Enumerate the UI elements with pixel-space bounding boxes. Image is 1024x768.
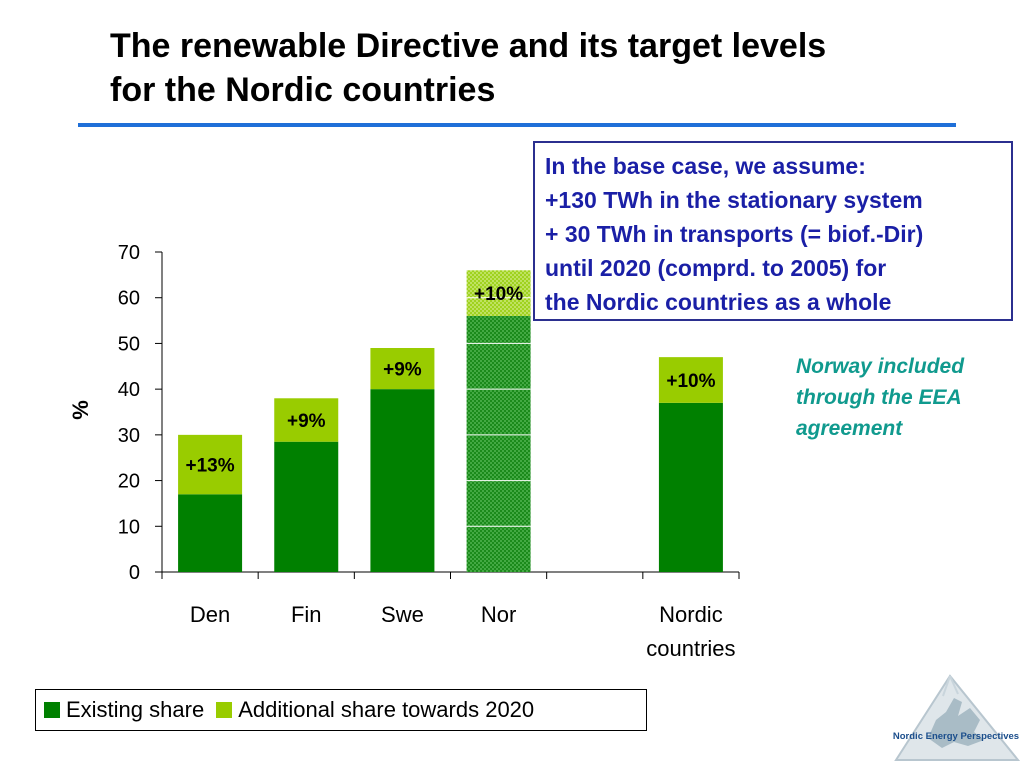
bar-additional <box>658 357 723 403</box>
y-tick-label: 50 <box>118 333 140 355</box>
data-label: +13% <box>186 456 235 477</box>
bar-additional <box>370 348 435 390</box>
note-line: through the EEA <box>796 386 962 409</box>
y-tick-label: 60 <box>118 288 140 310</box>
legend-swatch-additional <box>216 702 233 718</box>
bar-existing <box>658 402 723 572</box>
y-tick-label: 30 <box>118 425 140 447</box>
x-tick-label: Fin <box>291 602 322 627</box>
legend-label-existing: Existing share <box>66 697 205 722</box>
bar-existing <box>178 494 243 572</box>
logo-text: Nordic Energy Perspectives <box>893 731 1019 742</box>
slide-title-line-1: The renewable Directive and its target l… <box>110 27 827 65</box>
callout-line: +130 TWh in the stationary system <box>545 187 923 213</box>
callout-line: In the base case, we assume: <box>545 153 866 179</box>
x-tick-label: Nordic <box>659 602 723 627</box>
bar-additional <box>178 434 243 495</box>
y-tick-label: 70 <box>118 242 140 264</box>
norway-note: Norway included through the EEA agreemen… <box>796 351 1016 444</box>
y-tick-label: 0 <box>129 562 140 584</box>
x-tick-label: countries <box>646 636 735 661</box>
legend-item-existing: Existing share <box>44 697 204 723</box>
bar-additional <box>274 398 339 442</box>
data-label: +10% <box>666 371 715 392</box>
title-underline <box>78 123 956 127</box>
callout-line: the Nordic countries as a whole <box>545 289 892 315</box>
chart-legend: Existing share Additional share towards … <box>35 689 647 731</box>
y-axis-label: % <box>68 400 93 420</box>
bar-existing <box>370 389 435 572</box>
y-tick-label: 20 <box>118 471 140 493</box>
legend-label-additional: Additional share towards 2020 <box>238 697 535 722</box>
bar-existing <box>466 316 531 572</box>
note-line: agreement <box>796 417 903 440</box>
assumption-callout: In the base case, we assume: +130 TWh in… <box>533 141 1013 321</box>
y-tick-label: 40 <box>118 379 140 401</box>
note-line: Norway included <box>796 355 965 378</box>
slide-title: The renewable Directive and its target l… <box>110 24 990 112</box>
bar-existing <box>274 441 339 572</box>
legend-item-additional: Additional share towards 2020 <box>216 697 534 723</box>
x-tick-label: Den <box>190 602 230 627</box>
x-tick-label: Swe <box>381 602 424 627</box>
data-label: +9% <box>287 411 326 432</box>
x-tick-label: Nor <box>481 602 516 627</box>
legend-swatch-existing <box>44 702 60 718</box>
bar-additional <box>466 270 531 316</box>
y-tick-label: 10 <box>118 516 140 538</box>
nordic-energy-perspectives-logo: Nordic Energy Perspectives <box>893 674 1021 761</box>
data-label: +10% <box>474 284 523 305</box>
data-label: +9% <box>383 360 422 381</box>
callout-line: until 2020 (comprd. to 2005) for <box>545 255 887 281</box>
slide-title-line-2: for the Nordic countries <box>110 71 496 109</box>
callout-line: + 30 TWh in transports (= biof.-Dir) <box>545 221 924 247</box>
